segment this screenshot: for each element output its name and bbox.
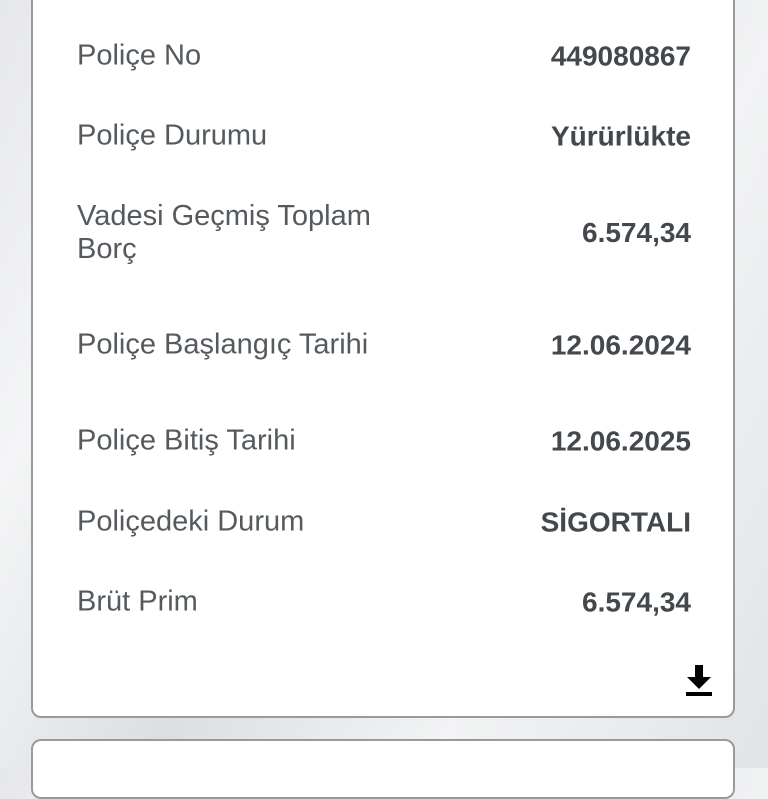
value: 6.574,34: [582, 586, 691, 617]
value: 449080867: [550, 40, 691, 71]
label: Poliçedeki Durum: [77, 505, 305, 538]
row-policy-role: Poliçedeki Durum SİGORTALI: [77, 506, 691, 539]
label: Poliçe Durumu: [77, 119, 268, 152]
policy-card: Poliçe No 449080867 Poliçe Durumu Yürürl…: [31, 0, 735, 718]
row-policy-status: Poliçe Durumu Yürürlükte: [77, 120, 691, 153]
value: SİGORTALI: [540, 506, 691, 537]
row-end-date: Poliçe Bitiş Tarihi 12.06.2025: [77, 425, 691, 458]
value: Yürürlükte: [550, 120, 691, 151]
row-policy-no: Poliçe No 449080867: [77, 40, 691, 73]
label: Brüt Prim: [77, 585, 198, 618]
value: 12.06.2024: [550, 329, 691, 360]
value: 6.574,34: [582, 217, 691, 248]
next-policy-card: [31, 739, 735, 799]
row-gross-premium: Brüt Prim 6.574,34: [77, 586, 691, 619]
download-icon[interactable]: [685, 664, 713, 700]
value: 12.06.2025: [550, 425, 691, 456]
label: Poliçe No: [77, 39, 202, 72]
label: Poliçe Bitiş Tarihi: [77, 424, 296, 457]
row-overdue-debt: Vadesi Geçmiş Toplam Borç 6.574,34: [77, 200, 691, 266]
label: Poliçe Başlangıç Tarihi: [77, 328, 369, 361]
label: Vadesi Geçmiş Toplam Borç: [77, 200, 371, 265]
row-start-date: Poliçe Başlangıç Tarihi 12.06.2024: [77, 329, 691, 362]
